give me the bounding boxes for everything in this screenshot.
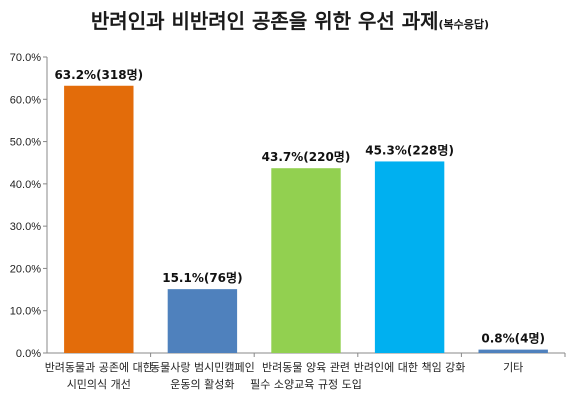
category-label: 반려동물 양육 관련 (262, 361, 350, 374)
bar (271, 168, 341, 353)
chart-title-main: 반려인과 비반려인 공존을 위한 우선 과제 (90, 9, 439, 33)
y-tick-label: 40.0% (10, 179, 41, 191)
category-label: 반려동물과 공존에 대한 (45, 361, 153, 374)
category-label: 기타 (503, 361, 523, 374)
data-label: 15.1%(76명) (162, 271, 242, 285)
bar (64, 85, 134, 354)
chart-title: 반려인과 비반려인 공존을 위한 우선 과제(복수응답) (0, 5, 580, 34)
y-tick-label: 30.0% (10, 221, 41, 233)
category-label: 반려인에 대한 책임 강화 (354, 361, 466, 374)
category-label: 시민의식 개선 (67, 378, 131, 391)
y-tick-label: 20.0% (10, 263, 41, 275)
category-label: 필수 소양교육 규정 도입 (250, 378, 362, 391)
category-label: 동물사랑 범시민캠페인 (150, 361, 255, 374)
chart-subtitle: (복수응답) (438, 18, 490, 31)
y-tick-label: 0.0% (16, 348, 41, 360)
bar (167, 289, 238, 353)
bar (374, 161, 445, 353)
data-label: 0.8%(4명) (481, 332, 545, 346)
y-tick-label: 70.0% (10, 52, 41, 64)
y-tick-label: 10.0% (10, 306, 41, 318)
y-tick-label: 60.0% (10, 94, 41, 106)
category-label: 운동의 활성화 (170, 377, 234, 391)
data-label: 63.2%(318명) (54, 68, 143, 82)
bar (478, 349, 548, 353)
data-label: 43.7%(220명) (262, 150, 351, 164)
data-label: 45.3%(228명) (365, 143, 454, 157)
y-tick-label: 50.0% (10, 137, 41, 149)
